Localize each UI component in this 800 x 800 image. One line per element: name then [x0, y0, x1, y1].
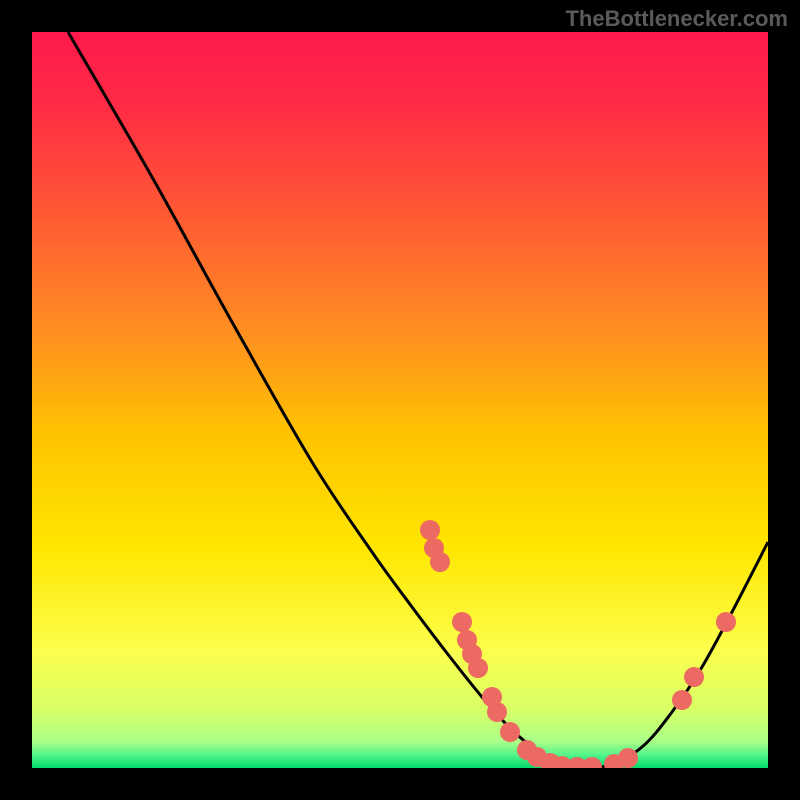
data-marker	[618, 748, 638, 768]
watermark-text: TheBottlenecker.com	[565, 6, 788, 32]
data-marker	[420, 520, 440, 540]
data-marker	[684, 667, 704, 687]
gradient-background	[32, 32, 768, 768]
data-marker	[500, 722, 520, 742]
data-marker	[430, 552, 450, 572]
chart-container	[32, 32, 768, 768]
data-marker	[716, 612, 736, 632]
data-marker	[487, 702, 507, 722]
data-marker	[468, 658, 488, 678]
data-marker	[672, 690, 692, 710]
bottleneck-curve-chart	[32, 32, 768, 768]
data-marker	[452, 612, 472, 632]
